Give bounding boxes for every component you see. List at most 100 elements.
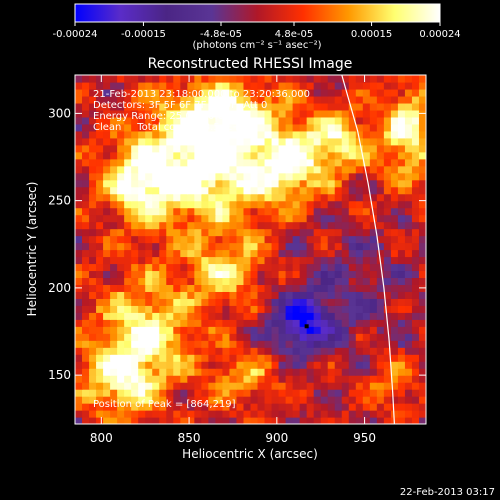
heatmap-cell [299,396,308,404]
heatmap-cell [96,368,104,376]
heatmap-cell [376,95,385,104]
heatmap-cell [243,249,252,258]
heatmap-cell [117,116,125,125]
heatmap-cell [250,417,259,424]
heatmap-cell [355,417,364,424]
heatmap-cell [208,389,216,397]
heatmap-cell [166,249,174,258]
heatmap-cell [390,347,399,355]
heatmap-cell [117,389,125,397]
heatmap-cell [418,151,426,160]
heatmap-cell [369,144,378,153]
heatmap-cell [397,347,406,355]
heatmap-cell [208,340,216,348]
heatmap-cell [334,347,343,355]
heatmap-cell [348,389,357,397]
heatmap-cell [250,95,259,104]
heatmap-cell [138,403,146,411]
heatmap-cell [313,242,322,251]
heatmap-cell [306,221,315,230]
heatmap-cell [292,382,301,390]
heatmap-cell [334,333,343,341]
heatmap-cell [159,137,167,146]
heatmap-cell [320,410,329,418]
heatmap-cell [103,151,111,160]
heatmap-cell [285,214,294,223]
heatmap-cell [215,263,224,272]
heatmap-cell [201,186,209,195]
heatmap-cell [334,221,343,230]
heatmap-cell [145,172,153,181]
heatmap-cell [404,228,413,237]
heatmap-cell [110,291,118,299]
heatmap-cell [306,81,315,90]
heatmap-cell [110,172,118,181]
heatmap-cell [159,368,167,376]
heatmap-cell [271,305,280,313]
heatmap-cell [383,270,392,279]
heatmap-cell [278,137,287,146]
heatmap-cell [145,102,153,111]
heatmap-cell [299,277,308,285]
heatmap-cell [355,200,364,209]
heatmap-cell [159,228,167,237]
heatmap-cell [152,95,160,104]
heatmap-cell [89,347,97,355]
heatmap-cell [306,123,315,132]
heatmap-cell [418,326,426,334]
heatmap-cell [215,333,224,341]
heatmap-cell [75,354,83,362]
heatmap-cell [201,270,209,279]
heatmap-cell [285,368,294,376]
heatmap-cell [418,75,426,83]
heatmap-cell [236,256,245,265]
heatmap-cell [201,277,209,285]
heatmap-cell [250,354,259,362]
heatmap-cell [75,172,83,181]
heatmap-cell [355,95,364,104]
heatmap-cell [187,382,195,390]
heatmap-cell [194,277,202,285]
heatmap-cell [152,319,160,327]
heatmap-cell [418,200,426,209]
heatmap-cell [75,305,83,313]
heatmap-cell [355,256,364,265]
heatmap-cell [243,417,252,424]
heatmap-cell [355,235,364,244]
heatmap-cell [236,263,245,272]
heatmap-cell [334,137,343,146]
heatmap-cell [138,151,146,160]
heatmap-cell [411,200,420,209]
heatmap-cell [257,207,266,216]
heatmap-cell [313,249,322,258]
heatmap-cell [173,340,181,348]
heatmap-cell [320,193,329,202]
heatmap-cell [138,214,146,223]
heatmap-cell [201,263,209,272]
heatmap-cell [138,270,146,279]
heatmap-cell [334,249,343,258]
heatmap-cell [250,270,259,279]
heatmap-cell [257,75,266,83]
heatmap-cell [299,81,308,90]
heatmap-cell [103,396,111,404]
heatmap-cell [110,81,118,90]
heatmap-cell [341,144,350,153]
heatmap-cell [250,389,259,397]
heatmap-cell [215,354,224,362]
heatmap-cell [404,123,413,132]
heatmap-cell [397,221,406,230]
heatmap-cell [236,130,245,139]
heatmap-cell [411,186,420,195]
heatmap-cell [257,249,266,258]
heatmap-cell [369,291,378,299]
heatmap-cell [299,102,308,111]
heatmap-cell [145,298,153,306]
heatmap-cell [264,123,273,132]
heatmap-cell [222,270,231,279]
heatmap-cell [180,137,188,146]
heatmap-cell [166,137,174,146]
heatmap-cell [75,95,83,104]
heatmap-cell [208,158,216,167]
heatmap-cell [145,116,153,125]
